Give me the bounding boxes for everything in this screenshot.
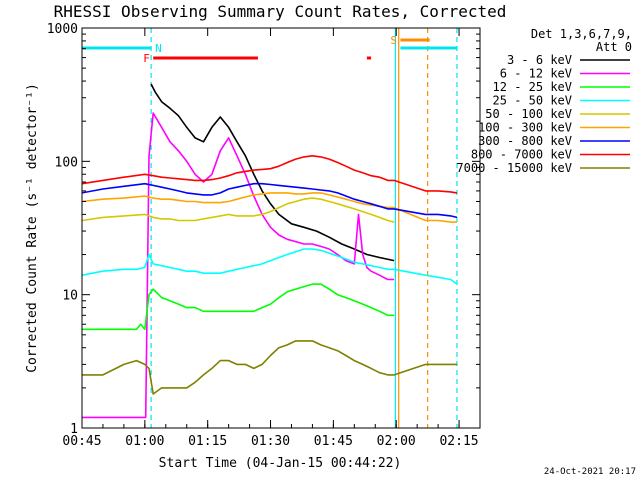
x-tick-label-6: 02:15 (439, 434, 478, 449)
series-line-7 (82, 155, 458, 194)
y-tick-label-3: 1000 (47, 22, 78, 37)
legend-header-line-1: Att 0 (596, 40, 632, 54)
y-axis-label: Corrected Count Rate (s⁻¹ detector⁻¹) (25, 83, 40, 373)
series-line-3 (82, 248, 458, 285)
legend-label-3: 25 - 50 keV (493, 94, 572, 108)
y-tick-label-2: 100 (55, 155, 78, 170)
state-bars: NF S (82, 34, 457, 65)
x-tick-label-4: 01:45 (314, 434, 353, 449)
series-line-8 (82, 340, 457, 395)
footer-timestamp: 24-Oct-2021 20:17 (544, 467, 636, 477)
legend-label-0: 3 - 6 keV (507, 53, 572, 67)
series-line-4 (82, 197, 395, 223)
series-line-0 (150, 83, 395, 262)
y-tick-label-0: 1 (70, 422, 78, 437)
state-bar-label-F: F (143, 52, 150, 65)
series-line-6 (82, 182, 458, 219)
series-line-2 (82, 283, 395, 331)
legend-header-line-0: Det 1,3,6,7,9, (531, 27, 632, 41)
x-tick-label-3: 01:30 (251, 434, 290, 449)
plot-frame (81, 27, 481, 429)
series-lines (82, 83, 458, 419)
y-axis: 1 10 100 1000 (47, 22, 480, 437)
legend-label-5: 100 - 300 keV (478, 121, 572, 135)
vertical-markers (150, 28, 458, 428)
x-tick-label-5: 02:00 (377, 434, 416, 449)
x-tick-label-2: 01:15 (188, 434, 227, 449)
legend-label-7: 800 - 7000 keV (471, 148, 572, 162)
state-bar-label-N: N (155, 42, 162, 55)
legend-label-1: 6 - 12 keV (500, 67, 572, 81)
plot-area: NF S (82, 28, 458, 428)
x-axis-label: Start Time (04-Jan-15 00:44:22) (159, 456, 402, 471)
y-tick-label-1: 10 (62, 289, 78, 304)
chart-title: RHESSI Observing Summary Count Rates, Co… (54, 2, 507, 21)
x-axis: 00:45 01:00 01:15 01:30 01:45 02:00 02:15 (62, 28, 481, 449)
legend-label-2: 12 - 25 keV (493, 80, 572, 94)
x-tick-label-0: 00:45 (62, 434, 101, 449)
legend-label-6: 300 - 800 keV (478, 134, 572, 148)
series-line-1 (82, 112, 395, 419)
legend-label-4: 50 - 100 keV (485, 107, 572, 121)
x-tick-label-1: 01:00 (125, 434, 164, 449)
state-bar-label-S: S (390, 34, 397, 47)
legend-label-8: 7000 - 15000 keV (456, 161, 572, 175)
